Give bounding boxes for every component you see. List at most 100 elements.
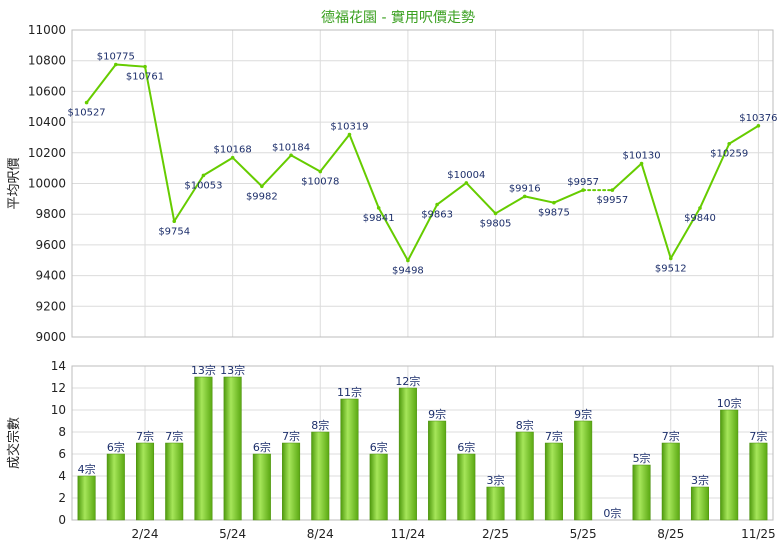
plot-frame	[71, 365, 774, 521]
data-point	[756, 123, 761, 128]
y-tick-label: 10200	[28, 146, 66, 160]
data-label: $10184	[272, 142, 310, 153]
chart-title: 德福花園 - 實用呎價走勢	[321, 9, 475, 26]
series-line-segment	[436, 181, 468, 206]
data-label: $9512	[655, 263, 687, 274]
data-label: $9863	[421, 210, 453, 221]
x-tick-label: 8/25	[657, 527, 684, 541]
bar	[106, 453, 125, 521]
series-line-segment	[202, 156, 234, 177]
bar-label: 7宗	[136, 429, 154, 443]
bar	[282, 442, 301, 521]
bar	[690, 486, 709, 521]
bar	[749, 442, 768, 521]
data-label: $9840	[684, 213, 716, 224]
bar-label: 8宗	[516, 418, 534, 432]
bar-label: 6宗	[370, 440, 388, 454]
data-label: $10761	[126, 72, 164, 83]
data-label: $10004	[447, 170, 485, 181]
bar	[661, 442, 680, 521]
y-tick-label: 9600	[35, 238, 66, 252]
series-line-segment	[260, 154, 293, 188]
bar-label: 5宗	[633, 451, 651, 465]
x-tick-label: 2/24	[132, 527, 159, 541]
bar-label: 7宗	[749, 429, 767, 443]
bar-label: 7宗	[662, 429, 680, 443]
data-point	[464, 181, 469, 185]
bar-label: 13宗	[191, 363, 216, 377]
y-tick-label: 4	[58, 469, 66, 483]
data-label: $10130	[622, 151, 660, 162]
data-label: $9957	[567, 177, 599, 188]
bar	[252, 453, 271, 521]
series-line-segment	[669, 207, 701, 260]
series-line-segment	[611, 162, 643, 192]
series-line-segment	[290, 154, 322, 173]
y-tick-label: 10800	[28, 54, 66, 68]
bar-label: 3宗	[487, 473, 505, 487]
bar	[194, 376, 213, 521]
x-tick-label: 5/25	[570, 527, 597, 541]
data-label: $9982	[246, 191, 278, 202]
price-line-chart: 9000 9200 9400 9600 9800 10000 10200 10400 10600…	[7, 23, 777, 344]
series-line-segment	[114, 63, 147, 68]
y-tick-label: 11000	[28, 23, 66, 37]
bar-label: 9宗	[428, 407, 446, 421]
y-tick-label: 9000	[35, 330, 66, 344]
data-label: $9754	[158, 226, 190, 237]
data-label: $9805	[480, 218, 512, 229]
y-tick-label: 10000	[28, 177, 66, 191]
bar-label: 7宗	[545, 429, 563, 443]
y-tick-label: 10600	[28, 84, 66, 98]
y-tick-label: 10	[51, 403, 66, 417]
bar-label: 11宗	[337, 385, 362, 399]
bar	[544, 442, 563, 521]
bar	[311, 431, 330, 521]
bar-label: 12宗	[395, 374, 420, 388]
data-label: $10053	[184, 180, 222, 191]
data-point	[552, 200, 556, 205]
series-line-segment	[406, 203, 439, 262]
data-label: $9957	[596, 195, 628, 206]
y-tick-label: 14	[51, 359, 66, 373]
series-line-segment	[144, 65, 176, 223]
x-tick-label: 11/24	[391, 527, 426, 541]
series-line-segment	[319, 133, 351, 173]
data-point	[610, 188, 615, 192]
data-point	[114, 62, 118, 67]
y-tick-label: 0	[58, 513, 66, 527]
y-tick-label: 10400	[28, 115, 66, 129]
data-label: $10376	[739, 113, 777, 124]
series-line-segment	[377, 206, 409, 262]
bar	[223, 376, 242, 521]
bar-label: 6宗	[107, 440, 125, 454]
y-axis-label: 成交宗數	[6, 417, 22, 469]
series-line-segment	[85, 63, 117, 104]
data-label: $10259	[710, 149, 748, 160]
data-label: $10319	[330, 122, 368, 133]
series-line-segment	[173, 174, 205, 223]
bar-label: 0宗	[603, 506, 621, 520]
series-line-segment	[348, 133, 380, 209]
y-tick-label: 12	[51, 381, 66, 395]
data-point	[376, 206, 381, 210]
data-point	[581, 188, 585, 192]
volume-bar-chart: 0 2 4 6 8 10 12 14 2/24 5/24 8/24 11/24 2/25 5/25 8/25…	[6, 359, 776, 541]
data-point	[727, 141, 731, 146]
data-point	[230, 155, 235, 160]
data-label: $10078	[301, 177, 339, 188]
bar	[574, 420, 593, 521]
x-tick-label: 11/25	[741, 527, 776, 541]
data-point	[201, 173, 206, 178]
data-point	[435, 202, 439, 207]
data-label: $9498	[392, 266, 424, 277]
data-point	[84, 100, 89, 105]
data-point	[289, 153, 293, 158]
bar-label: 7宗	[165, 429, 183, 443]
data-label: $10775	[97, 52, 135, 63]
y-tick-label: 8	[58, 425, 66, 439]
y-tick-label: 9800	[35, 207, 66, 221]
y-axis-label: 平均呎價	[7, 157, 22, 209]
data-label: $10168	[214, 145, 252, 156]
bar	[369, 453, 388, 521]
